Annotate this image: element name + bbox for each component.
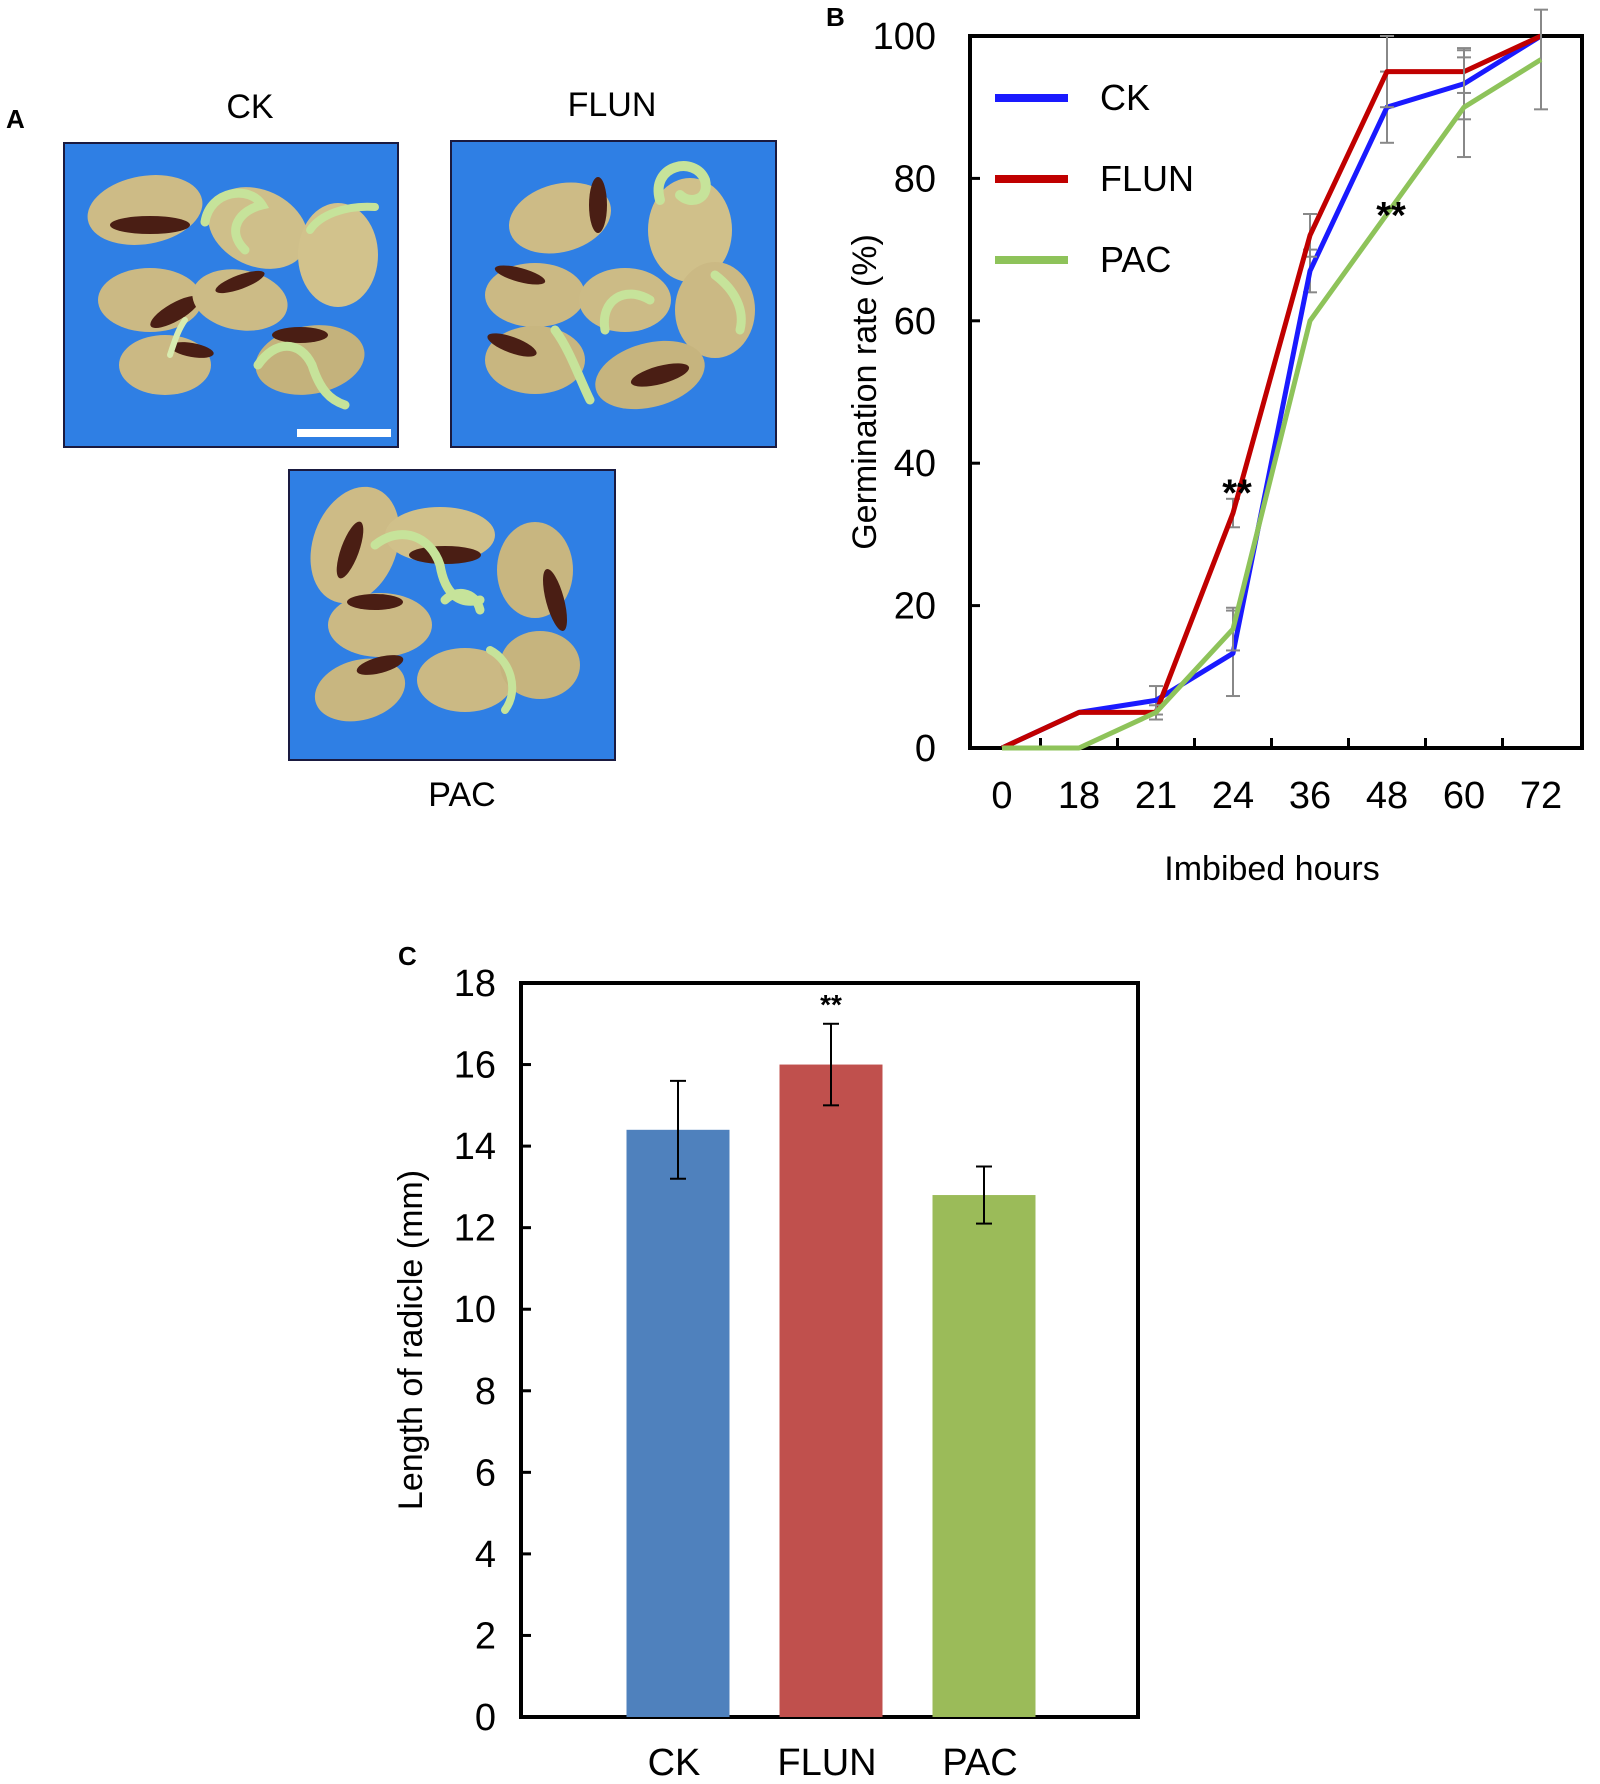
x-tick-label: 60 — [1443, 775, 1485, 817]
y-tick-label: 16 — [454, 1045, 496, 1087]
x-tick-label: 72 — [1520, 775, 1562, 817]
panel-b-letter: B — [826, 2, 845, 32]
x-tick-label: 21 — [1135, 775, 1177, 817]
y-tick-label: 18 — [454, 963, 496, 1005]
y-tick-label: 40 — [894, 443, 936, 485]
y-tick-label: 80 — [894, 158, 936, 200]
y-tick-label: 20 — [894, 586, 936, 628]
chart-c-bars: ** — [626, 989, 1036, 1717]
chart-b-y-axis: 0 20 40 60 80 100 — [873, 16, 980, 770]
x-tick-label-pac: PAC — [942, 1742, 1017, 1784]
y-tick-label: 14 — [454, 1126, 496, 1168]
chart-b-series — [1000, 8, 1548, 751]
legend-label-pac: PAC — [1100, 239, 1171, 280]
x-tick-label: 0 — [991, 775, 1012, 817]
y-tick-label: 12 — [454, 1208, 496, 1250]
chart-b-y-label: Germination rate (%) — [846, 234, 884, 550]
x-tick-label: 36 — [1289, 775, 1331, 817]
photo-label-ck: CK — [226, 88, 274, 126]
y-tick-label: 8 — [475, 1371, 496, 1413]
series-line-ck — [1000, 33, 1543, 751]
chart-b-frame — [968, 34, 1584, 750]
scale-bar — [297, 429, 391, 437]
y-tick-label: 60 — [894, 301, 936, 343]
bar-ck — [626, 1129, 730, 1717]
photo-label-flun: FLUN — [568, 86, 657, 124]
significance-marker: ** — [1376, 195, 1406, 237]
x-tick-label-ck: CK — [648, 1742, 701, 1784]
seed-group-ck — [87, 175, 379, 410]
chart-b-annotations: ** ** — [1222, 195, 1406, 515]
panel-a-letter: A — [6, 104, 25, 134]
bar-pac — [932, 1195, 1036, 1717]
series-line-flun — [1000, 33, 1543, 751]
y-tick-label: 4 — [475, 1534, 496, 1576]
series-pac — [1002, 8, 1548, 751]
panel-c-letter: C — [398, 941, 417, 971]
significance-marker: ** — [820, 989, 842, 1020]
x-tick-label: 18 — [1058, 775, 1100, 817]
chart-c-y-axis: 0 2 4 6 8 10 12 14 16 18 — [454, 963, 531, 1739]
chart-b-x-label: Imbibed hours — [1164, 850, 1379, 888]
chart-c-y-label: Length of radicle (mm) — [392, 1170, 430, 1510]
chart-c-x-axis: CK FLUN PAC — [648, 1742, 1018, 1784]
x-tick-label-flun: FLUN — [777, 1742, 876, 1784]
series-flun — [1000, 33, 1543, 751]
bar-flun — [779, 1064, 883, 1717]
panel-b: B 0 20 40 60 80 100 0 18 21 24 36 48 60 72 ** ** CK FL… — [826, 2, 1584, 888]
y-tick-label: 10 — [454, 1289, 496, 1331]
y-tick-label: 6 — [475, 1452, 496, 1494]
legend-label-flun: FLUN — [1100, 158, 1194, 199]
series-line-pac — [1002, 57, 1543, 751]
series-ck — [1000, 33, 1543, 751]
chart-b-x-axis: 0 18 21 24 36 48 60 72 — [991, 738, 1562, 817]
photo-flun — [450, 140, 777, 448]
photo-pac — [288, 469, 616, 761]
panel-c: C 0 2 4 6 8 10 12 14 16 18 ** CK FLUN PAC Length of… — [392, 941, 1140, 1784]
photo-label-pac: PAC — [428, 776, 495, 814]
seed-group-flun — [485, 161, 755, 410]
panel-a: A CK FLUN PAC — [6, 86, 777, 814]
seed-group-pac — [310, 486, 580, 722]
y-tick-label: 100 — [873, 16, 936, 58]
x-tick-label: 24 — [1212, 775, 1254, 817]
legend-label-ck: CK — [1100, 77, 1150, 118]
y-tick-label: 2 — [475, 1615, 496, 1657]
photo-ck — [63, 142, 399, 448]
y-tick-label: 0 — [915, 728, 936, 770]
y-tick-label: 0 — [475, 1697, 496, 1739]
significance-marker: ** — [1222, 472, 1252, 514]
x-tick-label: 48 — [1366, 775, 1408, 817]
chart-b-legend: CK FLUN PAC — [995, 77, 1194, 280]
